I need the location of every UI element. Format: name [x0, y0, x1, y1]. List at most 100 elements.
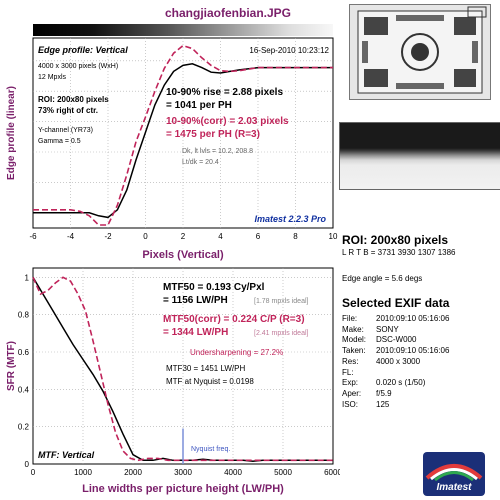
edge-series [33, 44, 333, 226]
charts-svg: -6 -4 -2 0 2 4 6 8 10 Edge profile: Vertical 16-… [6, 37, 340, 495]
exif-row: Res: 4000 x 3000 [342, 357, 449, 368]
grayscale-gradient-bar [33, 24, 333, 36]
mtf-yticks: 0 0.2 0.4 0.6 0.8 1 [18, 273, 30, 469]
y-tick-label: 0.2 [18, 423, 30, 432]
mtf50-line: MTF50 = 0.193 Cy/Pxl [163, 282, 265, 293]
exif-key: File: [342, 314, 358, 323]
imatest-logo: Imatest [423, 452, 485, 496]
exif-key: Taken: [342, 346, 366, 356]
x-tick-label: 0 [143, 232, 148, 241]
y-tick-label: 1 [25, 273, 30, 282]
edge-corr-ph: = 1475 per PH (R=3) [166, 129, 260, 140]
x-tick-label: 6000 [324, 468, 340, 477]
edge-channel-line: Gamma = 0.5 [38, 138, 81, 145]
x-tick-label: 3000 [174, 468, 192, 477]
edge-angle: Edge angle = 5.6 degs [342, 274, 423, 283]
edge-corr-line: 10-90%(corr) = 2.03 pixels [166, 116, 289, 127]
x-tick-label: 2000 [124, 468, 142, 477]
mtf50corr-line: MTF50(corr) = 0.224 C/P (R=3) [163, 314, 305, 325]
mtf50corr-ideal: [2.41 mpxls ideal] [254, 330, 309, 337]
exif-key: Exp: [342, 378, 359, 388]
exif-row: File: 2010:09:10 05:16:06 [342, 314, 449, 325]
y-tick-label: 0 [25, 460, 30, 469]
x-tick-label: -6 [29, 232, 37, 241]
exif-value: f/5.9 [376, 388, 392, 398]
roi-lrtb: L R T B = 3731 3930 1307 1386 [342, 248, 456, 257]
x-tick-label: 2 [181, 232, 186, 241]
exif-list: File: 2010:09:10 05:16:06 Make: SONY Model… [342, 314, 449, 410]
mtf-y-axis-label: SFR (MTF) [6, 341, 17, 391]
edge-info-line: 12 Mpxls [38, 74, 67, 81]
nyquist-label: Nyquist freq. [191, 446, 230, 453]
exif-key: Res: [342, 356, 359, 366]
exif-title: Selected EXIF data [342, 296, 450, 310]
file-title: changjiaofenbian.JPG [164, 6, 292, 20]
x-tick-label: 10 [329, 232, 338, 241]
exif-value: 4000 x 3000 [376, 356, 421, 366]
mtf50-lwph: = 1156 LW/PH [163, 295, 228, 306]
edge-header-title: Edge profile: Vertical [38, 45, 128, 55]
mtf30-line: MTF30 = 1451 LW/PH [166, 364, 245, 373]
exif-row: Taken: 2010:09:10 05:16:06 [342, 346, 449, 357]
undersharpening: Undersharpening = 27.2% [190, 348, 283, 357]
mtf-x-axis-label: Line widths per picture height (LW/PH) [82, 483, 284, 495]
mtf50-ideal: [1.78 mpxls ideal] [254, 298, 309, 305]
mtf-xticks: 0 1000 2000 3000 4000 5000 6000 [31, 468, 340, 477]
exif-row: Model: DSC-W000 [342, 335, 449, 346]
y-tick-label: 0.6 [18, 348, 30, 357]
x-tick-label: 4000 [224, 468, 242, 477]
y-tick-label: 0.4 [18, 385, 30, 394]
corrected-series-line [33, 44, 333, 226]
exif-row: FL: [342, 368, 449, 379]
edge-rise-ph: = 1041 per PH [166, 100, 232, 111]
exif-row: Make: SONY [342, 325, 449, 336]
logo-text: Imatest [436, 482, 472, 493]
edge-info-line: 4000 x 3000 pixels (WxH) [38, 63, 118, 70]
exif-key: FL: [342, 367, 354, 377]
edge-roi-line: 73% right of ctr. [38, 106, 98, 115]
x-tick-label: -2 [104, 232, 112, 241]
exif-value: 0.020 s (1/50) [376, 378, 426, 388]
exif-row: ISO: 125 [342, 400, 449, 411]
edge-dk-line: Dk, lt lvls = 10.2, 208.8 [182, 148, 253, 155]
edge-channel-line: Y-channel (YR73) [38, 127, 93, 134]
exif-row: Exp: 0.020 s (1/50) [342, 378, 449, 389]
corrected-series-line [32, 276, 333, 462]
x-tick-label: 8 [293, 232, 298, 241]
exif-key: Aper: [342, 388, 362, 398]
x-tick-label: 5000 [274, 468, 292, 477]
exif-value: 2010:09:10 05:16:06 [376, 314, 450, 323]
edge-plot-frame [32, 37, 334, 229]
edge-y-axis-label: Edge profile (linear) [6, 86, 17, 180]
x-tick-label: 0 [31, 468, 36, 477]
edge-xticks: -6 -4 -2 0 2 4 6 8 10 [29, 232, 338, 241]
x-tick-label: 4 [218, 232, 223, 241]
edge-roi-image [339, 122, 500, 190]
edge-dk-line: Lt/dk = 20.4 [182, 159, 219, 166]
edge-rise-line: 10-90% rise = 2.88 pixels [166, 87, 283, 98]
edge-grid [33, 38, 333, 228]
chart-thumbnail-image [350, 5, 490, 99]
logo-graphic [425, 464, 483, 482]
exif-value: SONY [376, 324, 399, 334]
exif-value: 2010:09:10 05:16:06 [376, 346, 450, 356]
mtf-header-title: MTF: Vertical [38, 450, 95, 460]
roi-title: ROI: 200x80 pixels [342, 233, 449, 247]
version-label: Imatest 2.2.3 Pro [254, 214, 326, 224]
exif-value: 125 [376, 399, 390, 409]
x-tick-label: -4 [67, 232, 75, 241]
exif-row: Aper: f/5.9 [342, 389, 449, 400]
exif-key: Make: [342, 324, 364, 334]
x-tick-label: 6 [256, 232, 261, 241]
test-chart-thumbnail [349, 4, 491, 100]
edge-x-axis-label: Pixels (Vertical) [142, 249, 224, 261]
mtf-grid [33, 268, 333, 464]
exif-value: DSC-W000 [376, 335, 417, 345]
edge-roi-line: ROI: 200x80 pixels [38, 95, 109, 104]
mtf50corr-lwph: = 1344 LW/PH [163, 327, 228, 338]
edge-timestamp: 16-Sep-2010 10:23:12 [249, 46, 329, 55]
exif-key: Model: [342, 335, 367, 345]
mtf-nyquist-line: MTF at Nyquist = 0.0198 [166, 377, 254, 386]
x-tick-label: 1000 [74, 468, 92, 477]
exif-key: ISO: [342, 399, 359, 409]
